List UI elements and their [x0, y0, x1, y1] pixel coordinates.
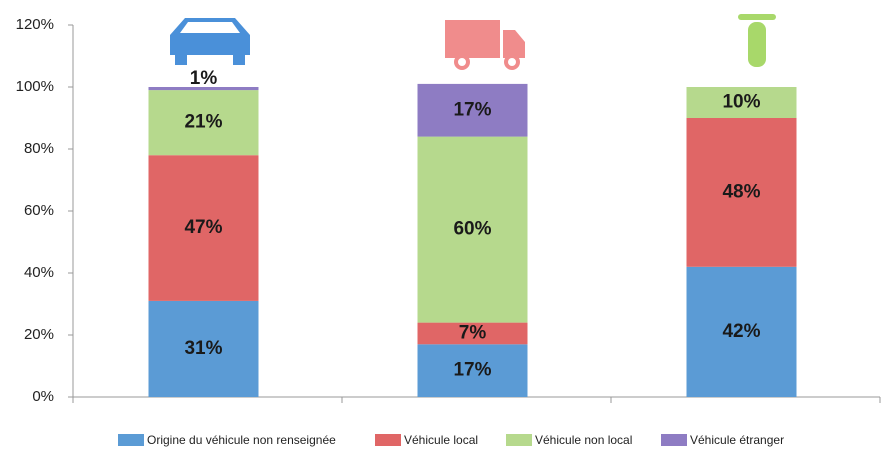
value-label: 17% [453, 360, 491, 381]
bar-segment [148, 90, 259, 156]
y-tick-label: 80% [24, 140, 54, 157]
bar-segment [417, 322, 528, 345]
y-tick-label: 0% [32, 388, 54, 405]
value-label: 17% [453, 99, 491, 120]
value-label: 60% [453, 219, 491, 240]
bar-segment [148, 87, 259, 91]
legend-swatch [375, 434, 401, 446]
bar-segment [686, 87, 797, 118]
legend-swatch [118, 434, 144, 446]
value-label: 21% [184, 112, 222, 133]
bar-segment [417, 83, 528, 137]
legend-label: Origine du véhicule non renseignée [147, 433, 336, 447]
bar-segment [686, 118, 797, 267]
y-tick-label: 40% [24, 264, 54, 281]
value-label: 10% [722, 92, 760, 113]
y-tick-label: 20% [24, 326, 54, 343]
value-label: 48% [722, 181, 760, 202]
legend-swatch [661, 434, 687, 446]
value-label: 47% [184, 217, 222, 238]
bar-segment [417, 136, 528, 323]
value-label: 42% [722, 321, 760, 342]
legend-swatch [506, 434, 532, 446]
truck-icon [445, 20, 525, 70]
y-tick-label: 120% [16, 16, 54, 33]
legend-label: Véhicule non local [535, 433, 632, 447]
value-label: 1% [190, 68, 218, 89]
y-tick-label: 100% [16, 78, 54, 95]
car-icon [170, 18, 250, 65]
value-label: 7% [459, 322, 487, 343]
legend-label: Véhicule local [404, 433, 478, 447]
bar-segment [148, 155, 259, 301]
y-tick-label: 60% [24, 202, 54, 219]
moto-icon [738, 14, 776, 67]
bar-segment [686, 266, 797, 397]
value-label: 31% [184, 338, 222, 359]
bar-segment [148, 300, 259, 397]
bar-segment [417, 344, 528, 397]
legend-label: Véhicule étranger [690, 433, 784, 447]
